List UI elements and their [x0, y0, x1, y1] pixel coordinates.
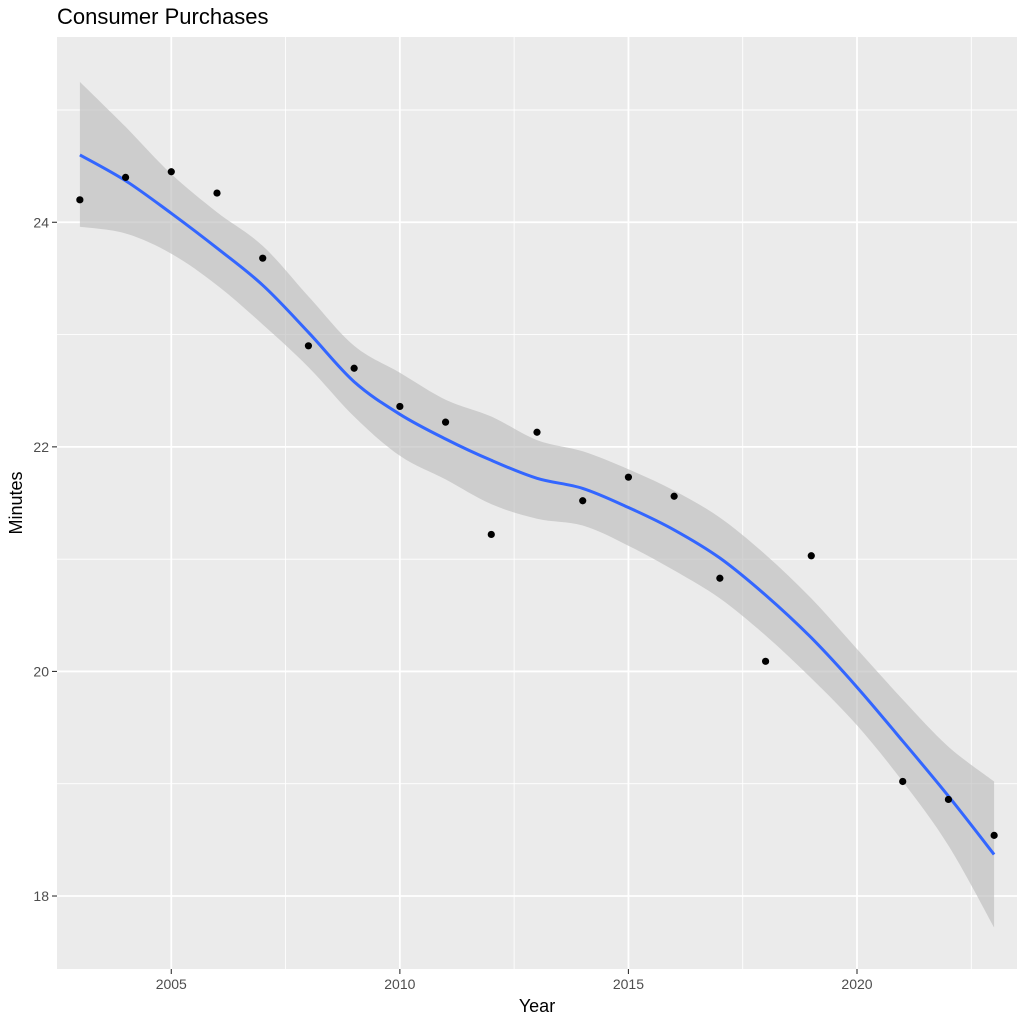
chart-title: Consumer Purchases [57, 4, 269, 29]
data-point [990, 831, 998, 839]
data-point [533, 428, 541, 436]
confidence-band [79, 81, 995, 928]
data-point [396, 402, 404, 411]
y-tick-label: 18 [33, 888, 49, 904]
data-point [259, 254, 267, 262]
confidence-band-layer [79, 81, 995, 928]
y-axis-title: Minutes [6, 471, 26, 534]
x-tick-label: 2015 [613, 976, 644, 992]
x-axis: 2005 2010 2015 2020 [156, 969, 873, 992]
data-point [624, 473, 633, 481]
y-tick-label: 22 [33, 439, 49, 455]
x-tick-label: 2020 [841, 976, 872, 992]
data-point [304, 342, 313, 350]
x-axis-title: Year [519, 996, 555, 1016]
data-point [487, 530, 495, 539]
data-point [807, 552, 815, 560]
data-point [441, 418, 450, 426]
data-point [213, 189, 221, 197]
y-tick-label: 20 [33, 663, 49, 679]
data-point [121, 173, 130, 181]
data-point [761, 657, 770, 665]
data-point [944, 795, 953, 804]
data-point [670, 492, 678, 500]
y-axis: 18 20 22 24 [33, 214, 57, 904]
data-point [76, 196, 84, 204]
data-points-layer [76, 168, 998, 839]
smooth-line-layer [79, 153, 996, 856]
smooth-line [79, 153, 996, 856]
data-point [716, 574, 724, 582]
data-point [579, 497, 587, 505]
x-tick-label: 2010 [384, 976, 415, 992]
data-point [350, 364, 358, 372]
data-point [899, 777, 907, 786]
x-tick-label: 2005 [156, 976, 187, 992]
y-tick-label: 24 [33, 214, 49, 230]
data-point [167, 168, 175, 176]
